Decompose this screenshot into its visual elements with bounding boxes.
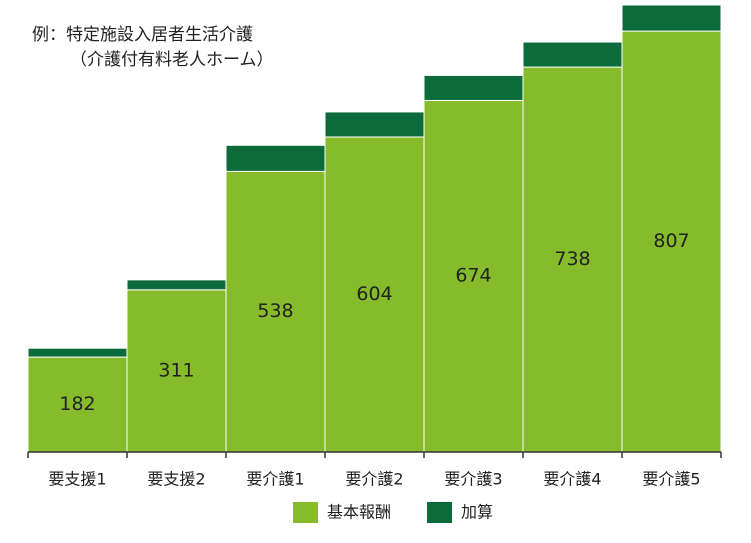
bar-segment — [522, 66, 623, 453]
bar-segment — [324, 136, 425, 453]
chart-subtitle: （介護付有料老人ホーム） — [70, 50, 274, 70]
legend-label: 基本報酬 — [327, 503, 391, 522]
bar-segment — [126, 279, 227, 291]
bar-segment — [621, 30, 722, 453]
data-label: 311 — [158, 359, 194, 381]
x-tick-label: 要介護5 — [642, 470, 700, 489]
x-tick-label: 要介護4 — [543, 470, 601, 489]
data-label: 738 — [554, 248, 590, 270]
x-tick-label: 要支援1 — [48, 470, 106, 489]
x-tick-label: 要介護2 — [345, 470, 403, 489]
data-label: 604 — [356, 283, 392, 305]
x-tick-label: 要支援2 — [147, 470, 205, 489]
data-label: 674 — [455, 265, 491, 287]
data-label: 182 — [59, 393, 95, 415]
legend-swatch — [293, 502, 318, 523]
data-label: 538 — [257, 300, 293, 322]
bar-segment — [27, 356, 128, 453]
legend-swatch — [427, 502, 452, 523]
chart-title: 例：特定施設入居者生活介護 — [32, 25, 253, 45]
bar-segment — [423, 99, 524, 453]
bar-segment — [621, 4, 722, 32]
bar-segment — [126, 289, 227, 453]
bar-segment — [324, 111, 425, 138]
x-tick-label: 要介護3 — [444, 470, 502, 489]
bar-segment — [27, 347, 128, 358]
data-label: 807 — [653, 230, 689, 252]
x-tick-label: 要介護1 — [246, 470, 304, 489]
bar-segment — [522, 41, 623, 68]
bar-segment — [423, 74, 524, 101]
legend-label: 加算 — [461, 503, 493, 522]
bar-segment — [225, 144, 326, 172]
